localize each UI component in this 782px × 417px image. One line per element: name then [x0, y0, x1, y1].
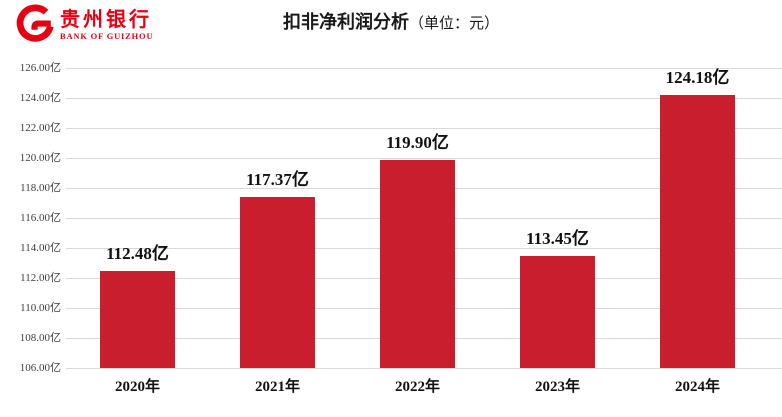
gridline [66, 128, 782, 129]
y-axis-tick-label: 114.00亿 [20, 242, 61, 254]
chart-title-unit: （单位：元） [408, 16, 499, 32]
bar-2021年 [240, 197, 315, 368]
gridline [66, 98, 782, 99]
y-axis-tick-label: 124.00亿 [19, 92, 61, 104]
bank-logo-text: 贵州银行 BANK OF GUIZHOU [60, 9, 153, 42]
bar-value-label: 124.18亿 [665, 68, 730, 88]
bar-value-label: 113.45亿 [526, 229, 589, 249]
bar-value-label: 112.48亿 [106, 243, 169, 263]
x-axis-label: 2020年 [114, 379, 160, 395]
x-axis-label: 2022年 [394, 379, 440, 395]
x-axis-label: 2021年 [254, 379, 300, 395]
chart-title-main: 扣非净利润分析 [282, 12, 409, 32]
bank-name-en: BANK OF GUIZHOU [60, 30, 154, 41]
bar-2023年 [520, 256, 595, 368]
gridline [66, 368, 782, 369]
y-axis-tick-label: 122.00亿 [19, 122, 61, 134]
bar-value-label: 119.90亿 [386, 132, 449, 152]
y-axis-tick-label: 110.00亿 [20, 302, 61, 314]
x-axis-label: 2023年 [534, 379, 580, 395]
bar-value-label: 117.37亿 [246, 170, 309, 190]
y-axis-tick-label: 120.00亿 [19, 152, 61, 164]
bar-2020年 [100, 270, 175, 368]
bank-logo: 贵州银行 BANK OF GUIZHOU [14, 4, 153, 46]
bar-2022年 [380, 159, 455, 368]
gridline [66, 68, 782, 69]
y-axis-tick-label: 116.00亿 [20, 212, 61, 224]
gridline [66, 158, 782, 159]
y-axis-tick-label: 108.00亿 [19, 332, 61, 344]
bank-name-cn: 贵州银行 [60, 8, 152, 31]
y-axis-tick-label: 118.00亿 [20, 182, 61, 194]
x-axis-label: 2024年 [674, 379, 720, 395]
y-axis-tick-label: 126.00亿 [19, 62, 61, 74]
y-axis-tick-label: 112.00亿 [20, 272, 61, 284]
bank-of-guizhou-g-icon [16, 4, 54, 42]
bar-2024年 [660, 95, 735, 368]
y-axis-tick-label: 106.00亿 [19, 362, 61, 374]
chart-title: 扣非净利润分析（单位：元） [0, 8, 782, 34]
